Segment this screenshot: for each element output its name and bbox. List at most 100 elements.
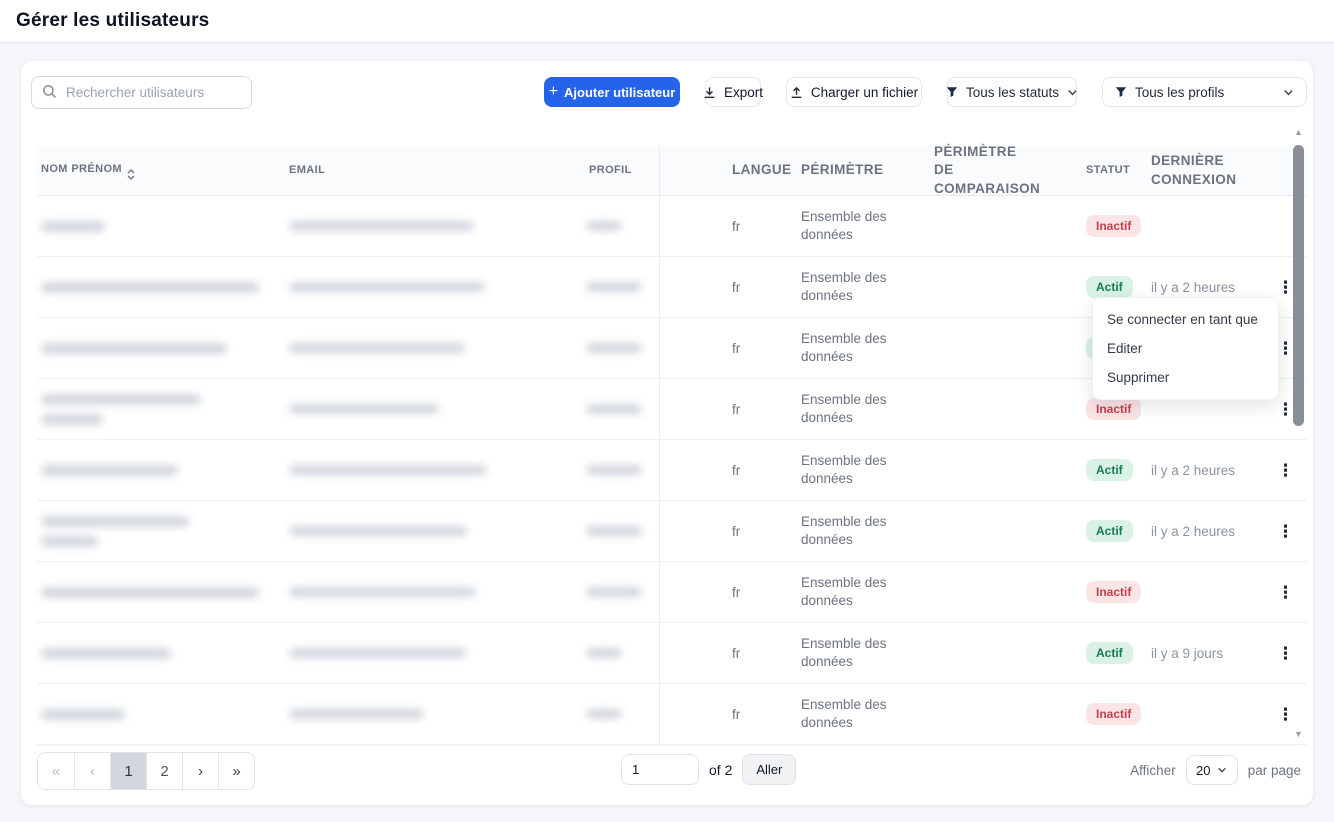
redacted-name-bar (41, 535, 98, 547)
cell-nom-prenom (37, 281, 285, 293)
cell-profil (585, 501, 660, 561)
redacted-email-bar (289, 221, 474, 231)
menu-item-delete[interactable]: Supprimer (1107, 370, 1170, 385)
cell-perimetre: Ensemble des données (795, 513, 930, 548)
filter-icon (946, 86, 958, 98)
per-page-suffix: par page (1247, 762, 1301, 778)
cell-email (285, 709, 585, 719)
vertical-scrollbar[interactable]: ▲ ▼ (1292, 127, 1305, 739)
per-page-select[interactable]: 20 (1185, 755, 1238, 785)
page-button-2[interactable]: 2 (146, 753, 182, 789)
table-header-row: NOM PRÉNOM EMAIL PROFIL LANGUE PÉRIMÈTRE… (37, 144, 1307, 196)
search-icon (42, 84, 57, 104)
cell-email (285, 648, 585, 658)
header-nom-prenom[interactable]: NOM PRÉNOM (37, 162, 285, 180)
status-badge: Inactif (1086, 214, 1142, 238)
cell-derniere-connexion: il y a 2 heures (1151, 523, 1236, 539)
row-context-menu: Se connecter en tant que Editer Supprime… (1092, 297, 1279, 400)
last-page-button[interactable]: » (218, 753, 254, 789)
row-actions-kebab-icon[interactable]: ⋮ (1277, 704, 1294, 724)
header-profil: PROFIL (585, 146, 660, 195)
cell-perimetre: Ensemble des données (795, 574, 930, 609)
scroll-up-icon[interactable]: ▲ (1294, 127, 1303, 137)
cell-statut: Inactif (1080, 702, 1147, 726)
redacted-name-bar (41, 220, 105, 232)
next-page-button[interactable]: › (182, 753, 218, 789)
sort-icon[interactable] (127, 168, 135, 180)
cell-email (285, 282, 585, 292)
chevron-down-icon (1283, 87, 1294, 98)
menu-item-edit[interactable]: Editer (1107, 341, 1143, 356)
cell-profil (585, 257, 660, 317)
perimetre-text: Ensemble des données (801, 453, 887, 486)
redacted-name-bar (41, 586, 259, 598)
redacted-profil-bar (586, 343, 642, 353)
status-filter-label: Tous les statuts (965, 84, 1060, 100)
pagination-buttons: « ‹ 1 2 › » (37, 752, 255, 790)
row-actions-kebab-icon[interactable]: ⋮ (1277, 277, 1294, 297)
perimetre-text: Ensemble des données (801, 331, 887, 364)
cell-langue: fr (732, 401, 741, 417)
header-derniere-connexion: DERNIÈRE CONNEXION (1151, 153, 1237, 187)
cell-email (285, 343, 585, 353)
row-actions-kebab-icon[interactable]: ⋮ (1277, 643, 1294, 663)
cell-profil (585, 318, 660, 378)
redacted-profil-bar (586, 404, 642, 414)
cell-profil (585, 196, 660, 256)
redacted-profil-bar (586, 221, 622, 231)
cell-nom-prenom (37, 515, 285, 547)
header-statut: STATUT (1086, 164, 1131, 177)
upload-icon (790, 86, 803, 99)
menu-item-login-as[interactable]: Se connecter en tant que (1107, 312, 1258, 327)
toolbar: + Ajouter utilisateur Export Charger un … (31, 75, 1307, 109)
cell-perimetre: Ensemble des données (795, 391, 930, 426)
profile-filter-dropdown[interactable]: Tous les profils (1102, 77, 1307, 107)
export-button[interactable]: Export (704, 77, 763, 107)
page-number-input[interactable] (621, 754, 699, 785)
cell-email (285, 404, 585, 414)
go-to-page-button[interactable]: Aller (742, 754, 797, 785)
redacted-name-bar (41, 342, 227, 354)
scrollbar-thumb[interactable] (1293, 145, 1304, 426)
cell-statut: Actif (1080, 519, 1147, 543)
cell-langue: fr (732, 279, 741, 295)
redacted-profil-bar (586, 465, 642, 475)
status-filter-dropdown[interactable]: Tous les statuts (946, 77, 1077, 107)
upload-file-button[interactable]: Charger un fichier (786, 77, 922, 107)
add-user-button[interactable]: + Ajouter utilisateur (544, 77, 680, 107)
cell-derniere-connexion: il y a 2 heures (1151, 462, 1236, 478)
row-actions-kebab-icon[interactable]: ⋮ (1277, 338, 1294, 358)
table-row: fr Ensemble des données Actif il y a 2 heur… (37, 440, 1307, 501)
cell-actions: ⋮ (1267, 523, 1307, 540)
cell-actions: ⋮ (1267, 279, 1307, 296)
row-actions-kebab-icon[interactable]: ⋮ (1277, 399, 1294, 419)
plus-icon: + (548, 83, 559, 100)
page-button-1[interactable]: 1 (110, 753, 146, 789)
status-badge: Inactif (1086, 702, 1142, 726)
upload-label: Charger un fichier (810, 84, 919, 100)
scroll-down-icon[interactable]: ▼ (1294, 729, 1303, 739)
search-input[interactable] (31, 75, 252, 109)
chevron-down-icon (1217, 765, 1227, 775)
header-label: NOM PRÉNOM (41, 162, 122, 175)
per-page-controls: Afficher 20 par page (1130, 755, 1301, 785)
perimetre-text: Ensemble des données (801, 514, 887, 547)
row-actions-kebab-icon[interactable]: ⋮ (1277, 460, 1294, 480)
cell-email (285, 221, 585, 231)
redacted-email-bar (289, 709, 424, 719)
users-card: + Ajouter utilisateur Export Charger un … (20, 60, 1314, 806)
redacted-name-bar (41, 393, 201, 405)
status-badge: Actif (1086, 519, 1133, 543)
redacted-profil-bar (586, 526, 642, 536)
redacted-email-bar (289, 465, 487, 475)
top-bar: Gérer les utilisateurs (0, 0, 1334, 43)
cell-email (285, 526, 585, 536)
first-page-button[interactable]: « (38, 753, 74, 789)
prev-page-button[interactable]: ‹ (74, 753, 110, 789)
row-actions-kebab-icon[interactable]: ⋮ (1277, 582, 1294, 602)
row-actions-kebab-icon[interactable]: ⋮ (1277, 521, 1294, 541)
cell-statut: Actif (1080, 641, 1147, 665)
status-badge: Inactif (1086, 397, 1142, 421)
cell-statut: Actif (1080, 458, 1147, 482)
perimetre-text: Ensemble des données (801, 636, 887, 669)
